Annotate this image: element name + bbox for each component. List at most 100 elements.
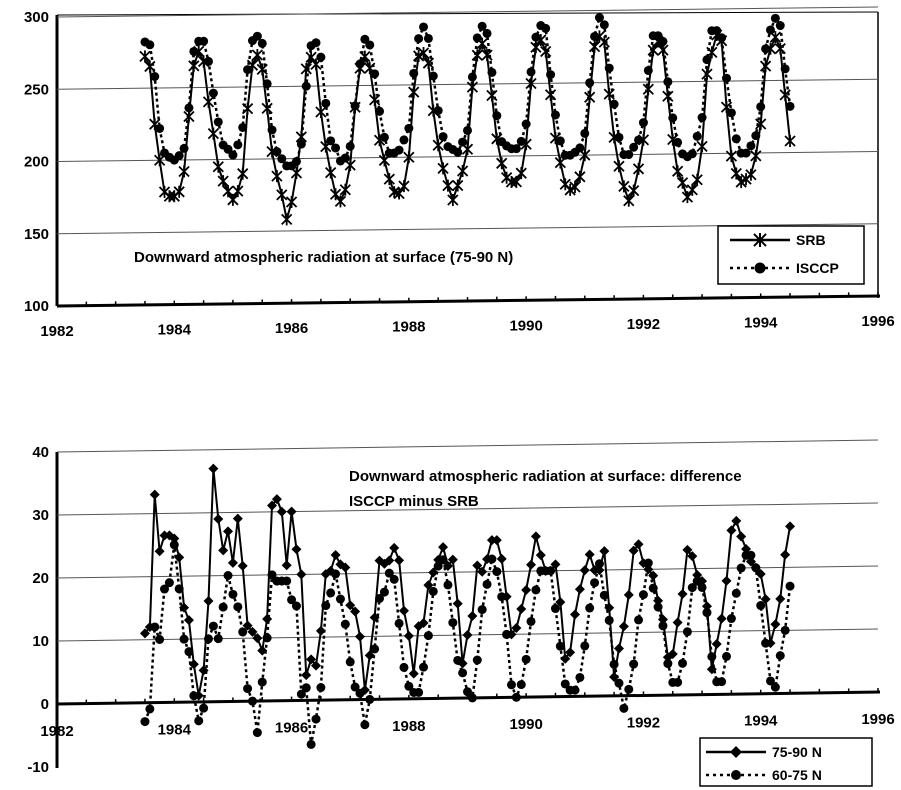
data-point xyxy=(247,626,258,637)
data-point xyxy=(477,21,487,31)
data-point xyxy=(575,672,585,682)
data-point xyxy=(711,638,722,649)
data-point xyxy=(590,578,600,588)
data-point xyxy=(663,77,673,87)
y-tick-label: 20 xyxy=(32,570,49,587)
data-point xyxy=(447,194,459,207)
data-point xyxy=(207,127,220,140)
data-point xyxy=(721,575,732,586)
data-point xyxy=(252,633,263,644)
data-point xyxy=(419,662,429,672)
data-point xyxy=(546,70,556,80)
data-point xyxy=(252,728,262,738)
data-point xyxy=(305,51,317,64)
data-point xyxy=(511,144,521,154)
data-point xyxy=(370,69,380,79)
data-point xyxy=(775,21,785,31)
data-point xyxy=(717,33,727,43)
data-point xyxy=(213,117,223,127)
bottom-legend: 75-90 N 60-75 N xyxy=(699,737,873,787)
legend-7590-label: 75-90 N xyxy=(772,744,822,760)
data-point xyxy=(184,103,194,113)
data-point xyxy=(384,555,395,566)
bottom-legend-box xyxy=(699,737,873,787)
y-tick-label: 10 xyxy=(32,633,49,650)
data-point xyxy=(467,72,477,82)
data-point xyxy=(594,13,604,23)
data-point xyxy=(272,147,282,157)
y-tick-label: 200 xyxy=(24,154,49,171)
bottom-chart: -10 0 10 20 30 40 1982 1984 1986 1988 1990 1992 199… xyxy=(27,439,895,787)
data-point xyxy=(746,550,756,560)
data-point xyxy=(326,136,336,146)
data-point xyxy=(383,173,395,186)
data-point xyxy=(642,83,654,96)
data-point xyxy=(281,213,293,226)
data-point xyxy=(736,531,747,542)
data-point xyxy=(311,714,321,724)
data-point xyxy=(750,149,762,162)
data-point xyxy=(526,67,536,77)
data-point xyxy=(676,176,689,189)
data-point xyxy=(681,191,694,204)
data-point xyxy=(785,581,795,591)
data-point xyxy=(145,704,155,714)
data-point xyxy=(276,188,288,201)
data-point xyxy=(194,716,204,726)
data-point xyxy=(726,525,737,536)
legend-isccp-label: ISCCP xyxy=(796,260,839,276)
data-point xyxy=(365,40,375,50)
data-point xyxy=(756,102,766,112)
data-point xyxy=(228,150,238,160)
gridline xyxy=(56,502,879,516)
data-point xyxy=(417,46,430,59)
data-point xyxy=(697,582,707,592)
data-point xyxy=(160,584,170,594)
data-point xyxy=(599,546,610,557)
data-point xyxy=(291,601,301,611)
data-point xyxy=(418,618,429,629)
data-point xyxy=(467,693,477,703)
data-point xyxy=(237,560,248,571)
data-point xyxy=(756,601,766,611)
data-point xyxy=(751,131,761,141)
data-point xyxy=(393,187,405,200)
top-gridlines xyxy=(56,6,879,306)
data-point xyxy=(643,65,653,75)
data-point xyxy=(237,167,249,180)
data-point xyxy=(624,684,634,694)
y-tick-label: 0 xyxy=(41,696,49,713)
data-point xyxy=(663,659,673,669)
data-point xyxy=(535,550,546,561)
data-point xyxy=(276,506,287,517)
data-point xyxy=(731,134,741,144)
x-tick-label: 1986 xyxy=(275,320,308,337)
data-point xyxy=(511,622,522,633)
x-tick-label: 1988 xyxy=(392,718,425,735)
data-point xyxy=(618,621,629,632)
data-point xyxy=(242,620,253,631)
data-point xyxy=(339,183,351,196)
data-point xyxy=(213,513,224,524)
data-point xyxy=(585,78,595,88)
data-point xyxy=(340,562,351,573)
x-tick-label: 1996 xyxy=(861,313,894,330)
data-point xyxy=(496,553,507,564)
data-point xyxy=(702,608,712,618)
data-point xyxy=(277,154,287,164)
top-chart-title: Downward atmospheric radiation at surfac… xyxy=(134,249,513,266)
data-point xyxy=(316,683,326,693)
data-point xyxy=(613,160,625,173)
data-point xyxy=(502,629,512,639)
data-point xyxy=(598,36,610,49)
data-point xyxy=(423,33,433,43)
data-point xyxy=(565,647,576,658)
data-point xyxy=(202,95,215,108)
data-point xyxy=(765,676,775,686)
data-point xyxy=(628,184,640,197)
data-point xyxy=(232,513,243,524)
data-point xyxy=(188,659,199,670)
data-point xyxy=(497,592,507,602)
data-point xyxy=(419,22,429,32)
data-point xyxy=(331,143,341,153)
